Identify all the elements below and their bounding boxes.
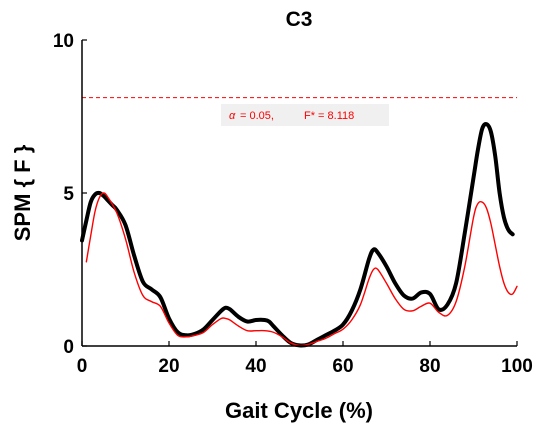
alpha-symbol: α [229, 110, 236, 122]
y-tick-label: 0 [63, 337, 74, 358]
series-line-black [80, 122, 515, 348]
x-tick-label: 40 [245, 356, 266, 377]
threshold-annotation: α = 0.05, F* = 8.118 [221, 104, 389, 126]
y-tick-label: 5 [63, 184, 74, 205]
chart-title: C3 [286, 8, 313, 31]
x-tick-label: 20 [158, 356, 179, 377]
x-tick-label: 0 [77, 356, 88, 377]
x-axis-label: Gait Cycle (%) [225, 398, 373, 423]
y-ticks: 0 5 10 [53, 31, 87, 358]
alpha-text: = 0.05, [240, 110, 274, 122]
critical-threshold-text: F* = 8.118 [304, 110, 354, 122]
series-line-red [85, 192, 518, 347]
series-group [80, 122, 518, 348]
x-ticks: 0 20 40 60 80 100 [77, 341, 533, 377]
x-tick-label: 100 [501, 356, 533, 377]
x-tick-label: 60 [332, 356, 353, 377]
annotation-background [221, 104, 389, 126]
y-tick-label: 10 [53, 31, 74, 52]
x-tick-label: 80 [419, 356, 440, 377]
y-axis-label: SPM { F } [10, 144, 35, 241]
